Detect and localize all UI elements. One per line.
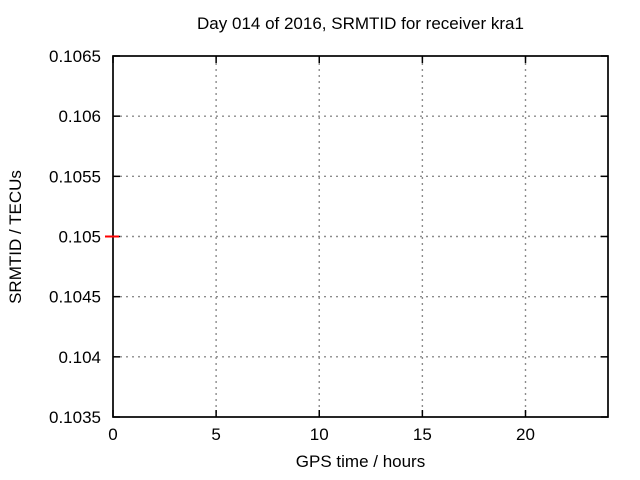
y-tick-label: 0.1055 [49,167,101,186]
y-tick-label: 0.106 [58,107,101,126]
x-tick-label: 0 [108,425,117,444]
y-tick-label: 0.105 [58,228,101,247]
y-tick-label: 0.1045 [49,288,101,307]
x-tick-label: 5 [211,425,220,444]
x-tick-label: 10 [310,425,329,444]
chart-title: Day 014 of 2016, SRMTID for receiver kra… [197,14,524,33]
x-tick-label: 15 [413,425,432,444]
y-tick-label: 0.1065 [49,47,101,66]
y-tick-label: 0.104 [58,348,101,367]
y-tick-label: 0.1035 [49,408,101,427]
x-axis-label: GPS time / hours [295,452,426,471]
x-tick-label: 20 [516,425,535,444]
